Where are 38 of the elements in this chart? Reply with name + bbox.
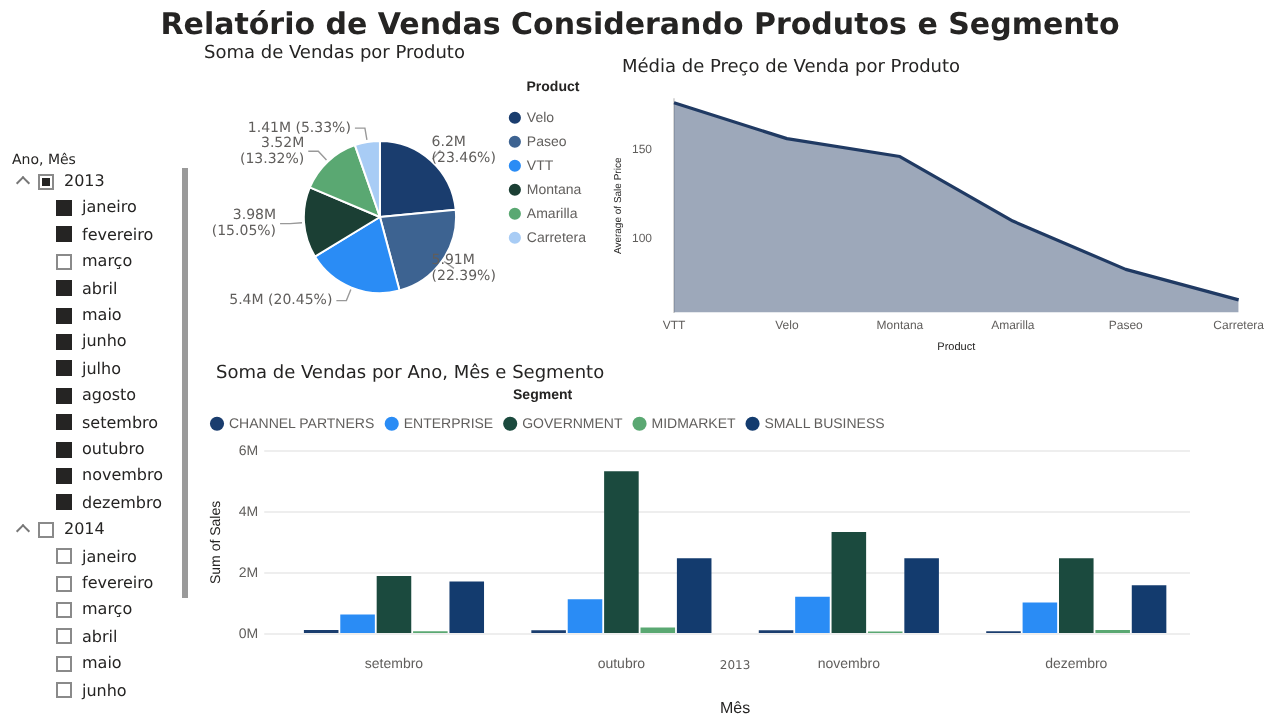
- bar: [449, 581, 485, 633]
- x-axis-title: Mês: [720, 698, 751, 717]
- text: janeiro: [82, 198, 137, 217]
- text: abril: [82, 627, 118, 646]
- text: fevereiro: [82, 574, 154, 592]
- text: fevereiro: [82, 225, 154, 244]
- text: setembro: [82, 413, 159, 432]
- bar: [676, 558, 712, 633]
- chart-title: Soma de Vendas por Produto: [204, 44, 465, 64]
- bar: [567, 599, 603, 633]
- bar: [340, 614, 375, 633]
- text: novembro: [82, 466, 163, 485]
- chart-title: Média de Preço de Venda por Produto: [622, 58, 961, 78]
- text: maio: [82, 654, 122, 673]
- bar: [1131, 585, 1167, 633]
- text: março: [82, 600, 133, 619]
- text: 2013: [64, 172, 105, 190]
- text: janeiro: [82, 547, 137, 566]
- text: agosto: [82, 386, 137, 405]
- bar: [604, 471, 639, 633]
- bar: [795, 596, 830, 633]
- text: outubro: [82, 440, 145, 458]
- bar: [1022, 602, 1058, 633]
- text: maio: [82, 306, 122, 324]
- text: abril: [82, 279, 118, 298]
- text: julho: [82, 359, 121, 378]
- text: 2014: [64, 520, 105, 539]
- text: Relatório de Vendas Considerando Produtos e Segmento: [158, 6, 1122, 42]
- bar: [904, 558, 939, 633]
- bar: [831, 532, 867, 633]
- text: março: [82, 252, 133, 271]
- bar: [640, 627, 676, 633]
- text: dezembro: [82, 493, 162, 512]
- bar: [1059, 558, 1094, 633]
- text: junho: [82, 332, 127, 351]
- text: junho: [82, 681, 127, 700]
- chart-title: Soma de Vendas por Ano, Mês e Segmento: [216, 364, 605, 384]
- bar: [376, 575, 412, 633]
